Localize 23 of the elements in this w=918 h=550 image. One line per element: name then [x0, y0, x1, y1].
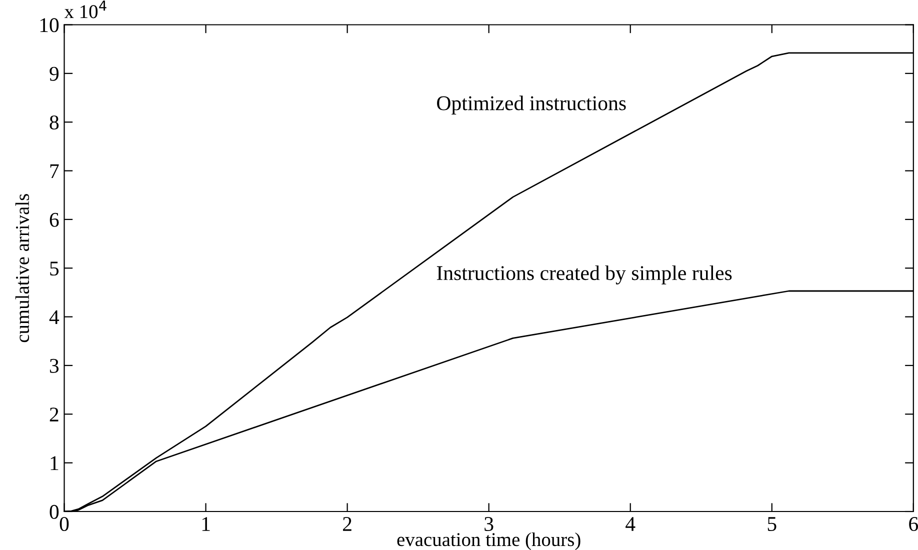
y-tick-label: 6 [50, 212, 59, 227]
series-label: Optimized instructions [437, 96, 626, 115]
y-tick-label: 8 [50, 115, 59, 130]
x-tick-label: 5 [768, 517, 776, 532]
y-tick-label: 0 [50, 504, 59, 519]
y-tick-label: 3 [50, 358, 59, 373]
y-tick-label: 1 [50, 456, 58, 470]
x-axis-title: evacuation time (hours) [397, 532, 580, 550]
x-tick-label: 2 [343, 517, 352, 531]
x-tick-label: 1 [202, 517, 210, 531]
y-tick-label: 5 [50, 262, 59, 276]
y-tick-label: 7 [50, 164, 59, 178]
y-tick-label: 4 [49, 310, 60, 324]
x-tick-label: 0 [60, 516, 69, 532]
y-tick-label: 9 [50, 66, 59, 81]
y-axis-title: cumulative arrivals [15, 194, 30, 342]
text: x 10$^{4}$ [64, 0, 106, 18]
x-tick-label: 4 [626, 517, 636, 531]
y-tick-label: 2 [50, 408, 58, 422]
x-tick-label: 6 [909, 517, 918, 532]
x-tick-label: 3 [484, 517, 494, 532]
series-label: Instructions created by simple rules [436, 265, 732, 284]
y-tick-label: 10 [40, 18, 59, 32]
